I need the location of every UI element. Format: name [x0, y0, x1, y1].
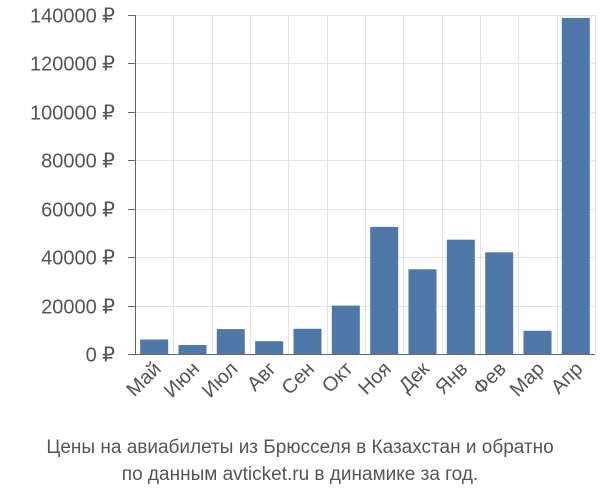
- y-tick-label: 20000 ₽: [41, 297, 115, 319]
- y-tick-labels: 0 ₽ 20000 ₽ 40000 ₽ 60000 ₽ 80000 ₽ 100000 ₽ 1…: [30, 6, 115, 367]
- bar-Ноя: [370, 226, 399, 354]
- y-tick-label: 60000 ₽: [41, 200, 115, 222]
- chart-caption-line-2: по данным avticket.ru в динамике за год.: [121, 464, 479, 485]
- x-tick-label: Окт: [318, 358, 357, 397]
- y-tick-label: 120000 ₽: [30, 54, 115, 76]
- y-tick-label: 140000 ₽: [30, 6, 115, 28]
- y-tick-label: 100000 ₽: [30, 103, 115, 125]
- x-tick-label: Сен: [278, 358, 319, 399]
- grid-lines: [135, 15, 596, 355]
- bar-Окт: [331, 305, 360, 354]
- bar-Дек: [408, 269, 437, 355]
- x-tick-label: Ноя: [354, 358, 395, 399]
- bar-Янв: [446, 239, 475, 354]
- bar-Мар: [523, 330, 552, 354]
- bar-Фев: [485, 252, 514, 354]
- axes: [128, 15, 595, 355]
- bar-Июл: [216, 329, 245, 354]
- bar-Сен: [293, 328, 322, 354]
- y-tick-label: 0 ₽: [86, 345, 116, 367]
- y-tick-label: 80000 ₽: [41, 151, 115, 173]
- x-tick-label: Май: [122, 358, 165, 401]
- bar-Апр: [561, 17, 590, 355]
- x-tick-label: Мар: [506, 358, 549, 401]
- bar-Май: [140, 339, 169, 354]
- x-tick-label: Янв: [431, 358, 472, 399]
- x-tick-label: Авг: [243, 358, 281, 396]
- bar-chart: 0 ₽ 20000 ₽ 40000 ₽ 60000 ₽ 80000 ₽ 100000 ₽ 1…: [30, 6, 596, 402]
- bars: [140, 17, 590, 355]
- x-tick-label: Апр: [547, 358, 588, 399]
- bar-Авг: [255, 341, 284, 354]
- x-tick-label: Июн: [160, 358, 204, 402]
- x-tick-label: Фев: [469, 358, 511, 400]
- y-tick-label: 40000 ₽: [41, 248, 115, 270]
- bar-Июн: [178, 345, 207, 354]
- chart-caption-line-1: Цены на авиабилеты из Брюсселя в Казахст…: [46, 437, 554, 458]
- x-tick-label: Июл: [198, 358, 242, 402]
- x-tick-label: Дек: [395, 358, 434, 397]
